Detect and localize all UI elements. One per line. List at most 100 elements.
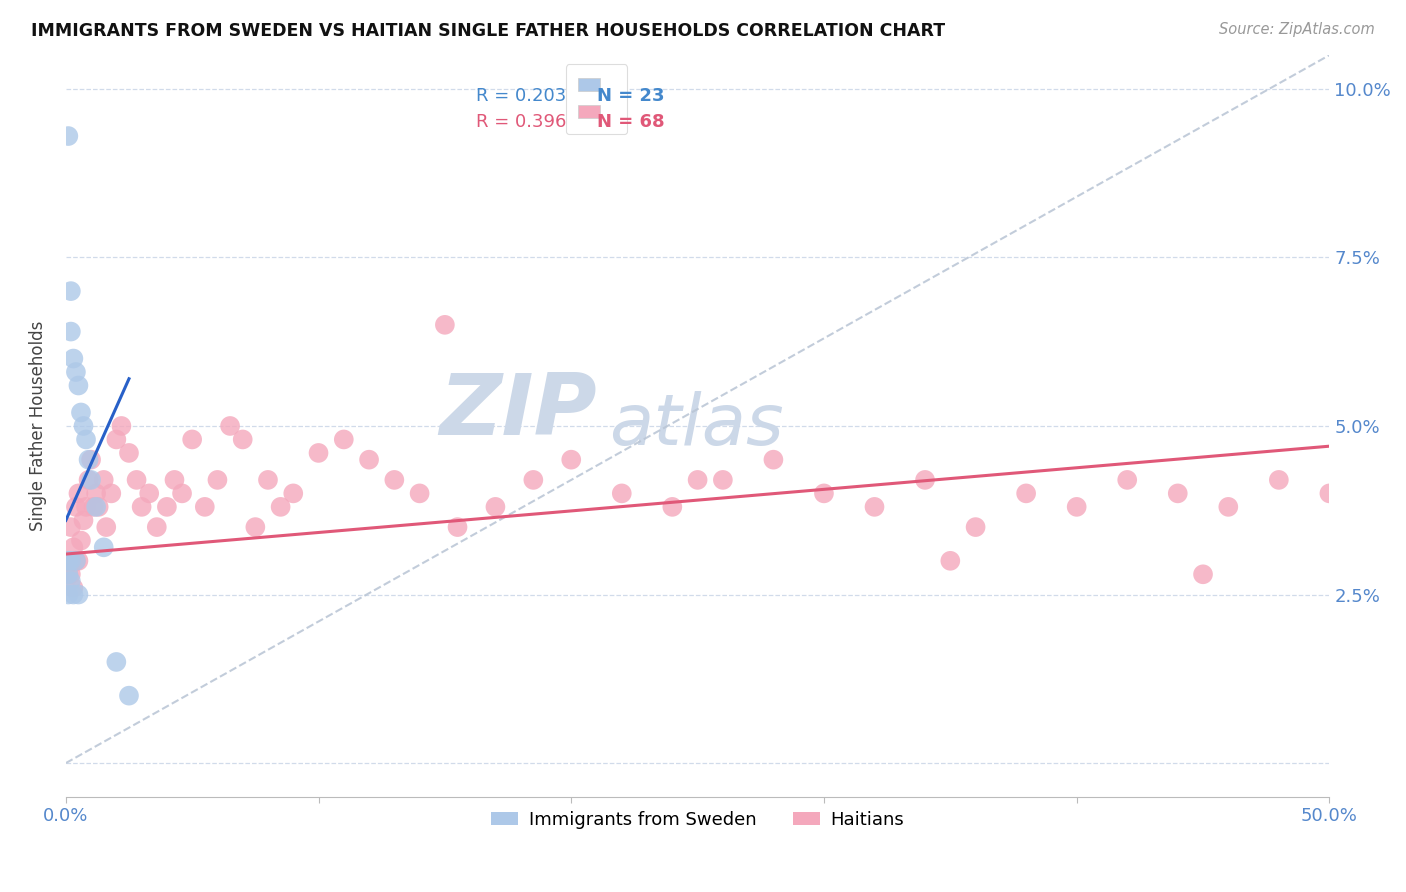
Point <box>813 486 835 500</box>
Point <box>58 567 80 582</box>
Point <box>863 500 886 514</box>
Point <box>146 520 169 534</box>
Point <box>59 567 82 582</box>
Point <box>93 541 115 555</box>
Point <box>408 486 430 500</box>
Point <box>59 520 82 534</box>
Point <box>62 581 84 595</box>
Point <box>686 473 709 487</box>
Point <box>93 473 115 487</box>
Point <box>914 473 936 487</box>
Point <box>170 486 193 500</box>
Point <box>207 473 229 487</box>
Legend: Immigrants from Sweden, Haitians: Immigrants from Sweden, Haitians <box>484 804 911 836</box>
Point <box>1015 486 1038 500</box>
Point <box>62 587 84 601</box>
Point <box>762 452 785 467</box>
Point <box>59 574 82 588</box>
Point <box>65 365 87 379</box>
Text: ZIP: ZIP <box>439 369 596 452</box>
Point <box>62 351 84 366</box>
Point <box>270 500 292 514</box>
Point <box>560 452 582 467</box>
Point <box>65 500 87 514</box>
Point <box>77 473 100 487</box>
Point <box>711 473 734 487</box>
Point <box>484 500 506 514</box>
Point <box>333 433 356 447</box>
Point <box>1319 486 1341 500</box>
Point <box>70 533 93 548</box>
Point <box>67 587 90 601</box>
Point <box>446 520 468 534</box>
Point <box>283 486 305 500</box>
Point <box>232 433 254 447</box>
Point <box>131 500 153 514</box>
Point <box>58 129 80 144</box>
Point <box>59 325 82 339</box>
Point <box>72 513 94 527</box>
Point <box>1218 500 1240 514</box>
Point <box>59 284 82 298</box>
Text: R = 0.396: R = 0.396 <box>477 113 567 131</box>
Point <box>72 419 94 434</box>
Point <box>84 500 107 514</box>
Point <box>58 587 80 601</box>
Point <box>96 520 118 534</box>
Point <box>80 452 103 467</box>
Point <box>67 486 90 500</box>
Point <box>1167 486 1189 500</box>
Point <box>163 473 186 487</box>
Text: N = 23: N = 23 <box>596 87 664 105</box>
Point <box>67 378 90 392</box>
Point <box>67 554 90 568</box>
Point <box>939 554 962 568</box>
Point <box>661 500 683 514</box>
Point <box>83 500 105 514</box>
Point <box>194 500 217 514</box>
Point <box>77 452 100 467</box>
Text: IMMIGRANTS FROM SWEDEN VS HAITIAN SINGLE FATHER HOUSEHOLDS CORRELATION CHART: IMMIGRANTS FROM SWEDEN VS HAITIAN SINGLE… <box>31 22 945 40</box>
Point <box>1192 567 1215 582</box>
Point <box>62 541 84 555</box>
Point <box>610 486 633 500</box>
Point <box>965 520 987 534</box>
Point <box>1116 473 1139 487</box>
Point <box>433 318 456 332</box>
Point <box>156 500 179 514</box>
Point <box>84 486 107 500</box>
Point <box>59 554 82 568</box>
Y-axis label: Single Father Households: Single Father Households <box>30 321 46 531</box>
Text: Source: ZipAtlas.com: Source: ZipAtlas.com <box>1219 22 1375 37</box>
Point <box>105 433 128 447</box>
Point <box>87 500 110 514</box>
Point <box>58 554 80 568</box>
Point <box>118 446 141 460</box>
Point <box>65 554 87 568</box>
Point <box>75 433 97 447</box>
Point <box>219 419 242 434</box>
Point <box>58 554 80 568</box>
Point <box>80 473 103 487</box>
Point <box>125 473 148 487</box>
Point <box>308 446 330 460</box>
Text: atlas: atlas <box>609 392 783 460</box>
Point <box>382 473 405 487</box>
Point <box>245 520 267 534</box>
Point <box>181 433 204 447</box>
Point <box>257 473 280 487</box>
Point <box>70 405 93 419</box>
Text: R = 0.203: R = 0.203 <box>477 87 567 105</box>
Point <box>75 500 97 514</box>
Point <box>58 567 80 582</box>
Point <box>1268 473 1291 487</box>
Point <box>118 689 141 703</box>
Point <box>110 419 132 434</box>
Point <box>105 655 128 669</box>
Point <box>357 452 380 467</box>
Point <box>1066 500 1088 514</box>
Point <box>522 473 544 487</box>
Text: N = 68: N = 68 <box>596 113 664 131</box>
Point <box>100 486 122 500</box>
Point <box>138 486 160 500</box>
